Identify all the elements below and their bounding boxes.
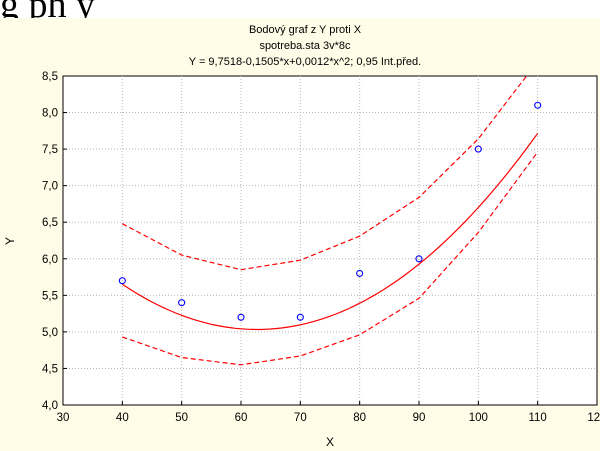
data-point [356, 269, 364, 277]
x-tick-label: 50 [175, 412, 188, 424]
x-tick-label: 30 [57, 412, 70, 424]
x-tick-label: 40 [116, 412, 129, 424]
fit-curve [121, 132, 539, 331]
data-point [178, 299, 186, 307]
y-tick-label: 8,0 [42, 108, 58, 120]
data-point [296, 313, 304, 321]
axis-ticks: 30 40 50 60 70 80 90 100 110 120 4,0 4,5 5,0 5,5 6,0 6,… [42, 71, 600, 424]
plot-area [62, 75, 598, 406]
y-tick-label: 7,0 [42, 181, 58, 193]
y-tick-label: 4,0 [42, 400, 58, 412]
x-tick-label: 80 [353, 412, 366, 424]
prediction-interval [122, 75, 539, 366]
x-tick-label: 60 [235, 412, 248, 424]
interval-lower-line [122, 151, 539, 366]
grid-lines [63, 76, 597, 405]
y-tick-label: 8,5 [42, 71, 58, 83]
x-tick-label: 70 [294, 412, 307, 424]
y-tick-label: 4,5 [42, 363, 58, 375]
data-point [415, 255, 423, 263]
y-tick-label: 6,5 [42, 217, 58, 229]
interval-upper-line [122, 75, 527, 271]
data-point [118, 277, 126, 285]
data-point [237, 313, 245, 321]
fit-line [121, 132, 539, 331]
chart-subtitle: spotreba.sta 3v*8c [259, 40, 351, 52]
y-tick-label: 6,0 [42, 254, 58, 266]
data-point [474, 145, 482, 153]
data-point [534, 101, 542, 109]
x-tick-label: 120 [587, 412, 600, 424]
x-tick-label: 100 [469, 412, 488, 424]
chart-equation: Y = 9,7518-0,1505*x+0,0012*x^2; 0,95 Int… [189, 56, 421, 68]
x-tick-label: 110 [528, 412, 546, 424]
y-tick-label: 7,5 [42, 144, 58, 156]
x-axis-label: X [326, 435, 334, 449]
data-points [118, 101, 542, 321]
y-tick-label: 5,0 [42, 327, 58, 339]
chart-title: Bodový graf z Y proti X [249, 24, 362, 36]
y-axis-label: Y [3, 237, 17, 245]
x-tick-label: 90 [413, 412, 426, 424]
y-tick-label: 5,5 [42, 290, 58, 302]
